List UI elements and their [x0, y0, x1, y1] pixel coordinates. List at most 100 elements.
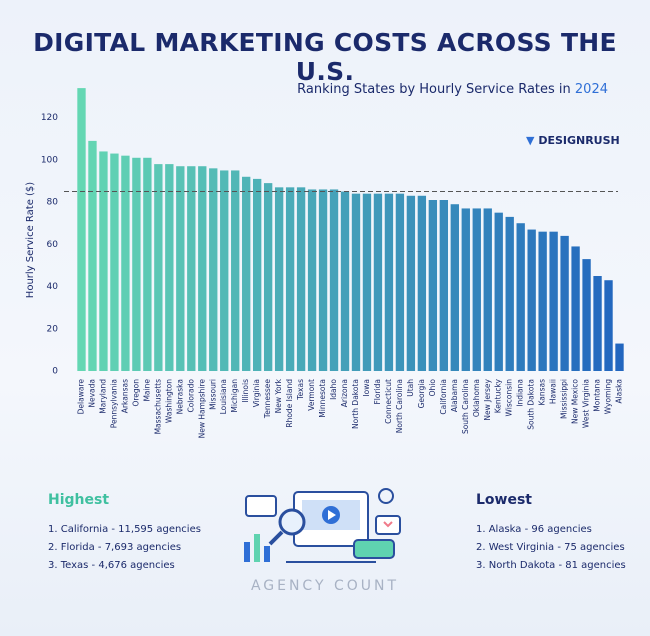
bar	[307, 189, 317, 371]
bar	[527, 229, 536, 371]
x-tick-label: Minnesota	[318, 379, 327, 418]
bar	[220, 170, 229, 371]
lowest-list: Lowest 1. Alaska - 96 agencies 2. West V…	[476, 492, 626, 578]
logo: ▼ DESIGNRUSH	[526, 134, 620, 147]
x-tick-label: Tennessee	[263, 379, 272, 419]
bar	[538, 231, 547, 371]
x-tick-label: Oklahoma	[472, 379, 481, 417]
x-tick-label: Kentucky	[494, 378, 503, 413]
x-tick-label: North Dakota	[351, 379, 360, 429]
bar	[417, 195, 427, 371]
bar	[615, 343, 624, 371]
x-tick-label: Nevada	[87, 379, 96, 408]
x-tick-label: Rhode Island	[285, 379, 294, 428]
x-tick-label: Delaware	[76, 379, 85, 415]
y-tick-label: 40	[47, 282, 59, 292]
bar	[77, 88, 86, 371]
x-tick-label: South Carolina	[461, 379, 470, 434]
bar	[351, 193, 361, 371]
x-tick-label: Montana	[593, 379, 602, 412]
y-tick-label: 60	[47, 240, 59, 250]
bar	[231, 170, 240, 371]
x-tick-label: Maine	[142, 379, 151, 402]
bar	[143, 157, 152, 371]
bar	[165, 164, 174, 371]
bar	[505, 216, 514, 371]
subtitle-text: Ranking States by Hourly Service Rates i…	[297, 82, 571, 97]
bar	[549, 231, 558, 371]
bar	[88, 140, 97, 371]
lowest-title: Lowest	[476, 492, 532, 508]
y-tick-label: 100	[41, 155, 58, 165]
highest-title: Highest	[48, 492, 110, 508]
x-tick-label: New Hampshire	[197, 379, 206, 439]
bar	[483, 208, 492, 371]
bar	[593, 276, 602, 371]
chart: Hourly Service Rate ($) 0 20 40 60 80 100 120 D…	[25, 88, 624, 439]
y-tick-label: 120	[41, 113, 58, 123]
x-tick-label: Missouri	[208, 379, 217, 410]
x-tick-label: Massachusetts	[153, 379, 162, 435]
x-tick-label: New York	[274, 378, 283, 413]
lowest-item: 1. Alaska - 96 agencies	[476, 524, 592, 535]
bar	[198, 166, 207, 371]
x-tick-label: Alaska	[615, 379, 624, 404]
subtitle: Ranking States by Hourly Service Rates i…	[297, 82, 608, 97]
bar	[439, 200, 449, 371]
y-axis-label: Hourly Service Rate ($)	[25, 182, 36, 298]
bar	[329, 189, 339, 371]
y-tick-label: 20	[47, 324, 59, 334]
x-tick-label: New Mexico	[571, 379, 580, 424]
x-tick-label: Wyoming	[604, 379, 613, 414]
bar	[560, 235, 569, 371]
bar	[384, 193, 394, 371]
x-tick-label: Alabama	[450, 379, 459, 412]
bar	[604, 280, 613, 371]
bar	[187, 166, 196, 371]
footer-label: AGENCY COUNT	[250, 578, 400, 594]
bar	[176, 166, 185, 371]
x-tick-label: Hawaii	[549, 379, 558, 404]
x-tick-label: Arizona	[340, 379, 349, 407]
logo-text: DESIGNRUSH	[538, 134, 620, 147]
x-tick-label: Kansas	[538, 379, 547, 406]
x-tick-label: Utah	[406, 379, 415, 397]
x-tick-label: Mississippi	[560, 379, 569, 419]
x-tick-label: Vermont	[307, 379, 316, 411]
bar	[285, 187, 295, 371]
bar	[242, 176, 251, 371]
bar	[296, 187, 306, 371]
bar	[406, 195, 416, 371]
x-tick-label: Colorado	[186, 379, 195, 413]
x-tick-label: Arkansas	[120, 379, 129, 413]
bar	[154, 164, 163, 371]
bar	[461, 208, 470, 371]
x-tick-label: Illinois	[241, 379, 250, 403]
bar	[373, 193, 383, 371]
bar	[571, 246, 580, 371]
x-tick-label: Georgia	[417, 379, 426, 408]
x-tick-label: Connecticut	[384, 379, 393, 424]
x-tick-label: Iowa	[362, 379, 371, 397]
y-tick-label: 80	[47, 198, 59, 208]
subtitle-year: 2024	[574, 82, 608, 97]
illustration	[244, 488, 401, 563]
x-tick-label: Indiana	[516, 379, 525, 407]
lowest-item: 3. North Dakota - 81 agencies	[476, 560, 626, 571]
bar	[99, 151, 108, 371]
x-tick-label: Louisiana	[219, 379, 228, 414]
bar	[395, 193, 405, 371]
x-tick-label: Idaho	[329, 379, 338, 400]
highest-item: 2. Florida - 7,693 agencies	[48, 542, 182, 553]
x-tick-label: Ohio	[428, 379, 437, 397]
x-tick-label: New Jersey	[483, 378, 492, 420]
title: DIGITAL MARKETING COSTS ACROSS THE U.S.	[33, 28, 617, 86]
bar	[252, 178, 262, 371]
lowest-item: 2. West Virginia - 75 agencies	[476, 542, 625, 553]
bar	[582, 259, 591, 371]
highest-list: Highest 1. California - 11,595 agencies …	[48, 492, 201, 578]
bar	[428, 200, 438, 371]
bar	[110, 153, 119, 371]
x-tick-label: Wisconsin	[505, 379, 514, 417]
